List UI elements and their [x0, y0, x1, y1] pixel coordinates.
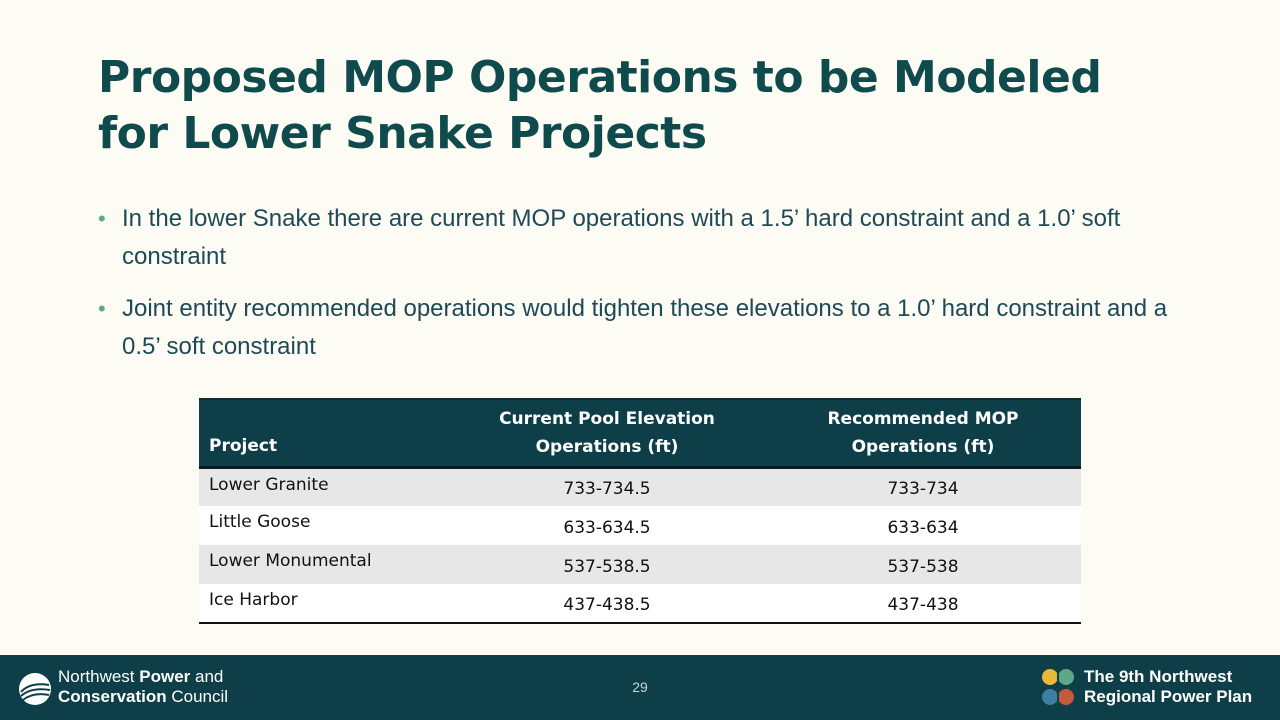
- current-cell: 537-538.5: [563, 556, 651, 577]
- table-header-row: Project Current Pool Elevation Operation…: [199, 398, 1081, 469]
- current-cell: 633-634.5: [563, 517, 651, 538]
- table-row: Ice Harbor 437-438.5 437-438: [199, 584, 1081, 623]
- mop-operations-table: Project Current Pool Elevation Operation…: [199, 398, 1081, 624]
- project-cell: Little Goose: [209, 512, 311, 532]
- bullet-item: • In the lower Snake there are current M…: [98, 200, 1188, 276]
- bullet-dot-icon: •: [98, 206, 106, 231]
- header-recommended-mop: Recommended MOP Operations (ft): [765, 398, 1081, 469]
- table-row: Lower Monumental 537-538.5 537-538: [199, 545, 1081, 584]
- council-name: Northwest Power and Conservation Council: [58, 667, 228, 707]
- bullet-item: • Joint entity recommended operations wo…: [98, 290, 1188, 366]
- current-cell: 733-734.5: [563, 479, 651, 500]
- recommended-cell: 437-438: [887, 595, 959, 615]
- council-wave-logo-icon: [19, 673, 51, 705]
- slide-title-line1: Proposed MOP Operations to be Modeled: [98, 52, 1102, 103]
- page-number: 29: [632, 679, 648, 695]
- project-cell: Lower Granite: [209, 474, 329, 495]
- bullet-text: In the lower Snake there are current MOP…: [122, 205, 1121, 270]
- header-current-pool: Current Pool Elevation Operations (ft): [449, 398, 765, 469]
- bullet-list: • In the lower Snake there are current M…: [98, 200, 1188, 380]
- table-row: Lower Granite 733-734.5 733-734: [199, 467, 1081, 506]
- council-name-line2: Conservation Council: [58, 687, 229, 706]
- power-plan-name-line1: The 9th Northwest: [1084, 667, 1233, 686]
- power-plan-logo-icon: [1042, 669, 1074, 707]
- bullet-text: Joint entity recommended operations woul…: [122, 295, 1168, 360]
- project-cell: Ice Harbor: [209, 590, 298, 610]
- header-recommended-line2: Operations (ft): [851, 436, 995, 457]
- current-cell: 437-438.5: [563, 595, 651, 615]
- slide-title-line2: for Lower Snake Projects: [98, 108, 707, 159]
- recommended-cell: 733-734: [887, 479, 959, 500]
- power-plan-name-line2: Regional Power Plan: [1084, 687, 1253, 706]
- recommended-cell: 537-538: [887, 556, 959, 577]
- header-current-line2: Operations (ft): [535, 436, 679, 457]
- council-name-line1: Northwest Power and: [58, 667, 224, 686]
- header-current-line1: Current Pool Elevation: [499, 408, 715, 429]
- slide-title: Proposed MOP Operations to be Modeled fo…: [98, 50, 1198, 162]
- recommended-cell: 633-634: [887, 517, 959, 538]
- header-project: Project: [199, 398, 449, 469]
- table-row: Little Goose 633-634.5 633-634: [199, 506, 1081, 545]
- bullet-dot-icon: •: [98, 296, 106, 321]
- header-recommended-line1: Recommended MOP: [827, 408, 1019, 429]
- project-cell: Lower Monumental: [209, 551, 372, 571]
- power-plan-name: The 9th Northwest Regional Power Plan: [1084, 667, 1252, 707]
- footer-bar: Northwest Power and Conservation Council…: [0, 655, 1280, 720]
